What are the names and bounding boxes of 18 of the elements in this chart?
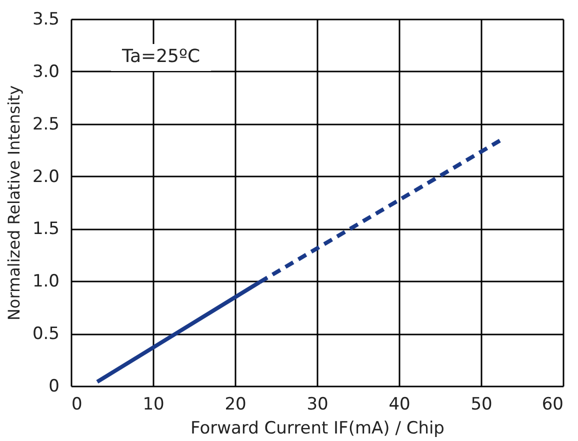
y-tick-label: 1.5	[32, 219, 60, 240]
x-tick-label: 30	[306, 394, 328, 414]
x-tick-label: 10	[142, 394, 164, 414]
y-axis-title: Normalized Relative Intensity	[4, 85, 24, 321]
y-tick-label: 1.0	[32, 272, 60, 292]
x-tick-label: 0	[72, 394, 82, 414]
annotation: Ta=25ºC	[120, 46, 200, 67]
y-tick-label: 0	[48, 376, 60, 396]
x-tick-label: 50	[470, 394, 492, 414]
x-tick-label: 60	[542, 394, 564, 414]
y-tick-label: 3.5	[32, 10, 60, 30]
x-tick-label: 20	[224, 394, 246, 414]
x-axis-title: Forward Current IF(mA) / Chip	[190, 418, 444, 438]
y-tick-label: 0.5	[32, 324, 60, 344]
y-tick-label: 3.0	[32, 62, 60, 82]
y-tick-label: 2.5	[32, 114, 60, 134]
x-tick-label: 40	[388, 394, 410, 414]
y-tick-label: 2.0	[32, 166, 60, 187]
